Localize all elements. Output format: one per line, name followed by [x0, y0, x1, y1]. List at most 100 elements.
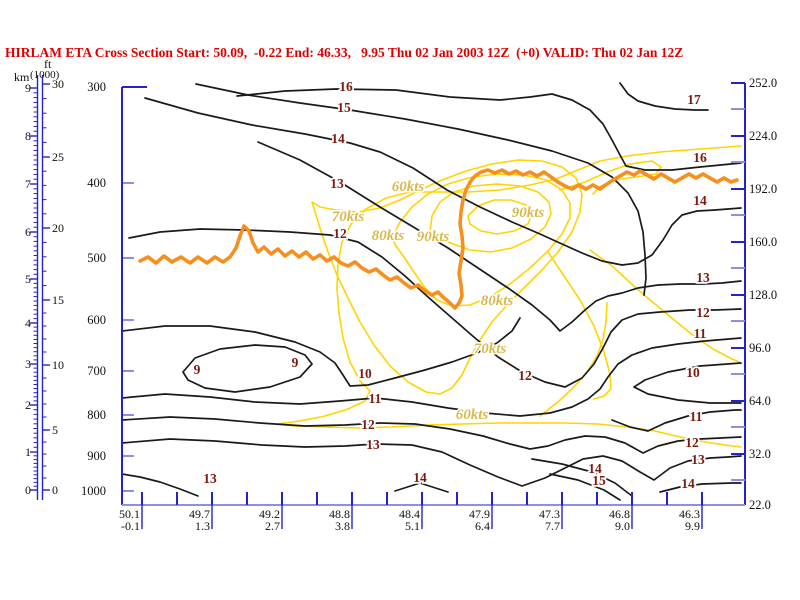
- svg-text:14: 14: [693, 193, 707, 208]
- contour-labels: 60kts 70kts 80kts 90kts 90kts 80kts 70kts 60kts…: [192, 77, 712, 493]
- svg-text:22.0: 22.0: [749, 498, 771, 512]
- svg-text:4: 4: [25, 316, 31, 330]
- svg-text:46.3: 46.3: [679, 507, 700, 521]
- svg-text:1000: 1000: [81, 484, 106, 498]
- svg-text:7.7: 7.7: [545, 519, 560, 533]
- contour-15: [195, 83, 647, 296]
- svg-text:700: 700: [87, 364, 106, 378]
- isotach-70kts: [311, 159, 583, 395]
- svg-text:47.3: 47.3: [539, 507, 560, 521]
- svg-text:50.1: 50.1: [119, 507, 140, 521]
- svg-text:15: 15: [337, 100, 351, 115]
- contour-14: [659, 482, 742, 493]
- svg-text:13: 13: [366, 437, 380, 452]
- contour-13: [257, 141, 742, 332]
- contour-17: [619, 82, 709, 111]
- contour-11: [611, 409, 742, 432]
- svg-text:70kts: 70kts: [474, 341, 507, 357]
- plot-title: HIRLAM ETA Cross Section Start: 50.09, -…: [5, 45, 684, 60]
- svg-text:11: 11: [690, 409, 703, 424]
- contour-11: [121, 337, 742, 417]
- svg-text:km: km: [14, 70, 30, 84]
- isotach-80kts: [391, 173, 571, 307]
- svg-text:90kts: 90kts: [417, 229, 450, 245]
- svg-text:60kts: 60kts: [456, 407, 489, 423]
- contour-14: [394, 482, 449, 493]
- svg-text:5: 5: [25, 272, 31, 286]
- svg-text:8: 8: [25, 129, 31, 143]
- svg-text:160.0: 160.0: [749, 235, 777, 249]
- svg-text:9.0: 9.0: [615, 519, 630, 533]
- svg-text:13: 13: [691, 452, 705, 467]
- svg-text:10: 10: [686, 365, 700, 380]
- svg-text:15: 15: [52, 293, 64, 307]
- contour-10: [121, 317, 521, 387]
- svg-text:48.4: 48.4: [399, 507, 420, 521]
- svg-text:30: 30: [52, 77, 64, 91]
- svg-text:12: 12: [518, 368, 532, 383]
- contour-14: [144, 97, 742, 266]
- svg-text:3: 3: [25, 357, 31, 371]
- contour-12: [128, 228, 742, 388]
- svg-text:96.0: 96.0: [749, 341, 771, 355]
- svg-text:12: 12: [685, 435, 699, 450]
- svg-text:16: 16: [693, 150, 707, 165]
- svg-text:252.0: 252.0: [749, 76, 777, 90]
- svg-text:12: 12: [696, 305, 710, 320]
- axes: 9876543210302520151050ft(1000)km30040050…: [14, 57, 777, 533]
- svg-text:46.8: 46.8: [609, 507, 630, 521]
- svg-text:0: 0: [52, 483, 58, 497]
- svg-text:192.0: 192.0: [749, 182, 777, 196]
- svg-text:25: 25: [52, 150, 64, 164]
- svg-text:11: 11: [369, 391, 382, 406]
- svg-text:70kts: 70kts: [332, 209, 365, 225]
- svg-text:11: 11: [694, 326, 707, 341]
- svg-text:224.0: 224.0: [749, 129, 777, 143]
- contour-16: [236, 88, 742, 171]
- svg-text:300: 300: [87, 80, 106, 94]
- svg-text:(1000): (1000): [30, 69, 60, 81]
- svg-text:14: 14: [413, 470, 427, 485]
- svg-text:900: 900: [87, 449, 106, 463]
- svg-text:49.2: 49.2: [259, 507, 280, 521]
- svg-text:7: 7: [25, 177, 31, 191]
- svg-text:-0.1: -0.1: [121, 519, 140, 533]
- svg-text:600: 600: [87, 313, 106, 327]
- svg-text:3.8: 3.8: [335, 519, 350, 533]
- svg-text:80kts: 80kts: [372, 228, 405, 244]
- svg-text:400: 400: [87, 176, 106, 190]
- svg-text:1: 1: [25, 445, 31, 459]
- svg-text:6.4: 6.4: [475, 519, 490, 533]
- isotach-70kts: [547, 251, 612, 400]
- isotach-90kts: [467, 199, 533, 235]
- svg-text:1.3: 1.3: [195, 519, 210, 533]
- svg-text:49.7: 49.7: [189, 507, 210, 521]
- svg-text:128.0: 128.0: [749, 288, 777, 302]
- svg-text:20: 20: [52, 221, 64, 235]
- svg-text:47.9: 47.9: [469, 507, 490, 521]
- svg-text:2: 2: [25, 398, 31, 412]
- svg-text:13: 13: [203, 471, 217, 486]
- contour-9: [182, 344, 313, 393]
- isotach-60kts: [539, 302, 608, 417]
- svg-text:64.0: 64.0: [749, 394, 771, 408]
- svg-text:14: 14: [588, 461, 602, 476]
- svg-text:32.0: 32.0: [749, 447, 771, 461]
- svg-text:800: 800: [87, 408, 106, 422]
- svg-text:ft: ft: [44, 57, 52, 71]
- contour-12: [121, 416, 742, 454]
- isotach-90kts: [429, 183, 552, 253]
- svg-text:2.7: 2.7: [265, 519, 280, 533]
- svg-text:500: 500: [87, 251, 106, 265]
- svg-text:10: 10: [358, 366, 372, 381]
- svg-text:9: 9: [194, 362, 201, 377]
- svg-text:16: 16: [339, 79, 353, 94]
- contour-13: [121, 473, 199, 497]
- svg-text:10: 10: [52, 358, 64, 372]
- svg-text:48.8: 48.8: [329, 507, 350, 521]
- svg-text:14: 14: [331, 131, 345, 146]
- svg-text:90kts: 90kts: [512, 205, 545, 221]
- svg-text:13: 13: [330, 176, 344, 191]
